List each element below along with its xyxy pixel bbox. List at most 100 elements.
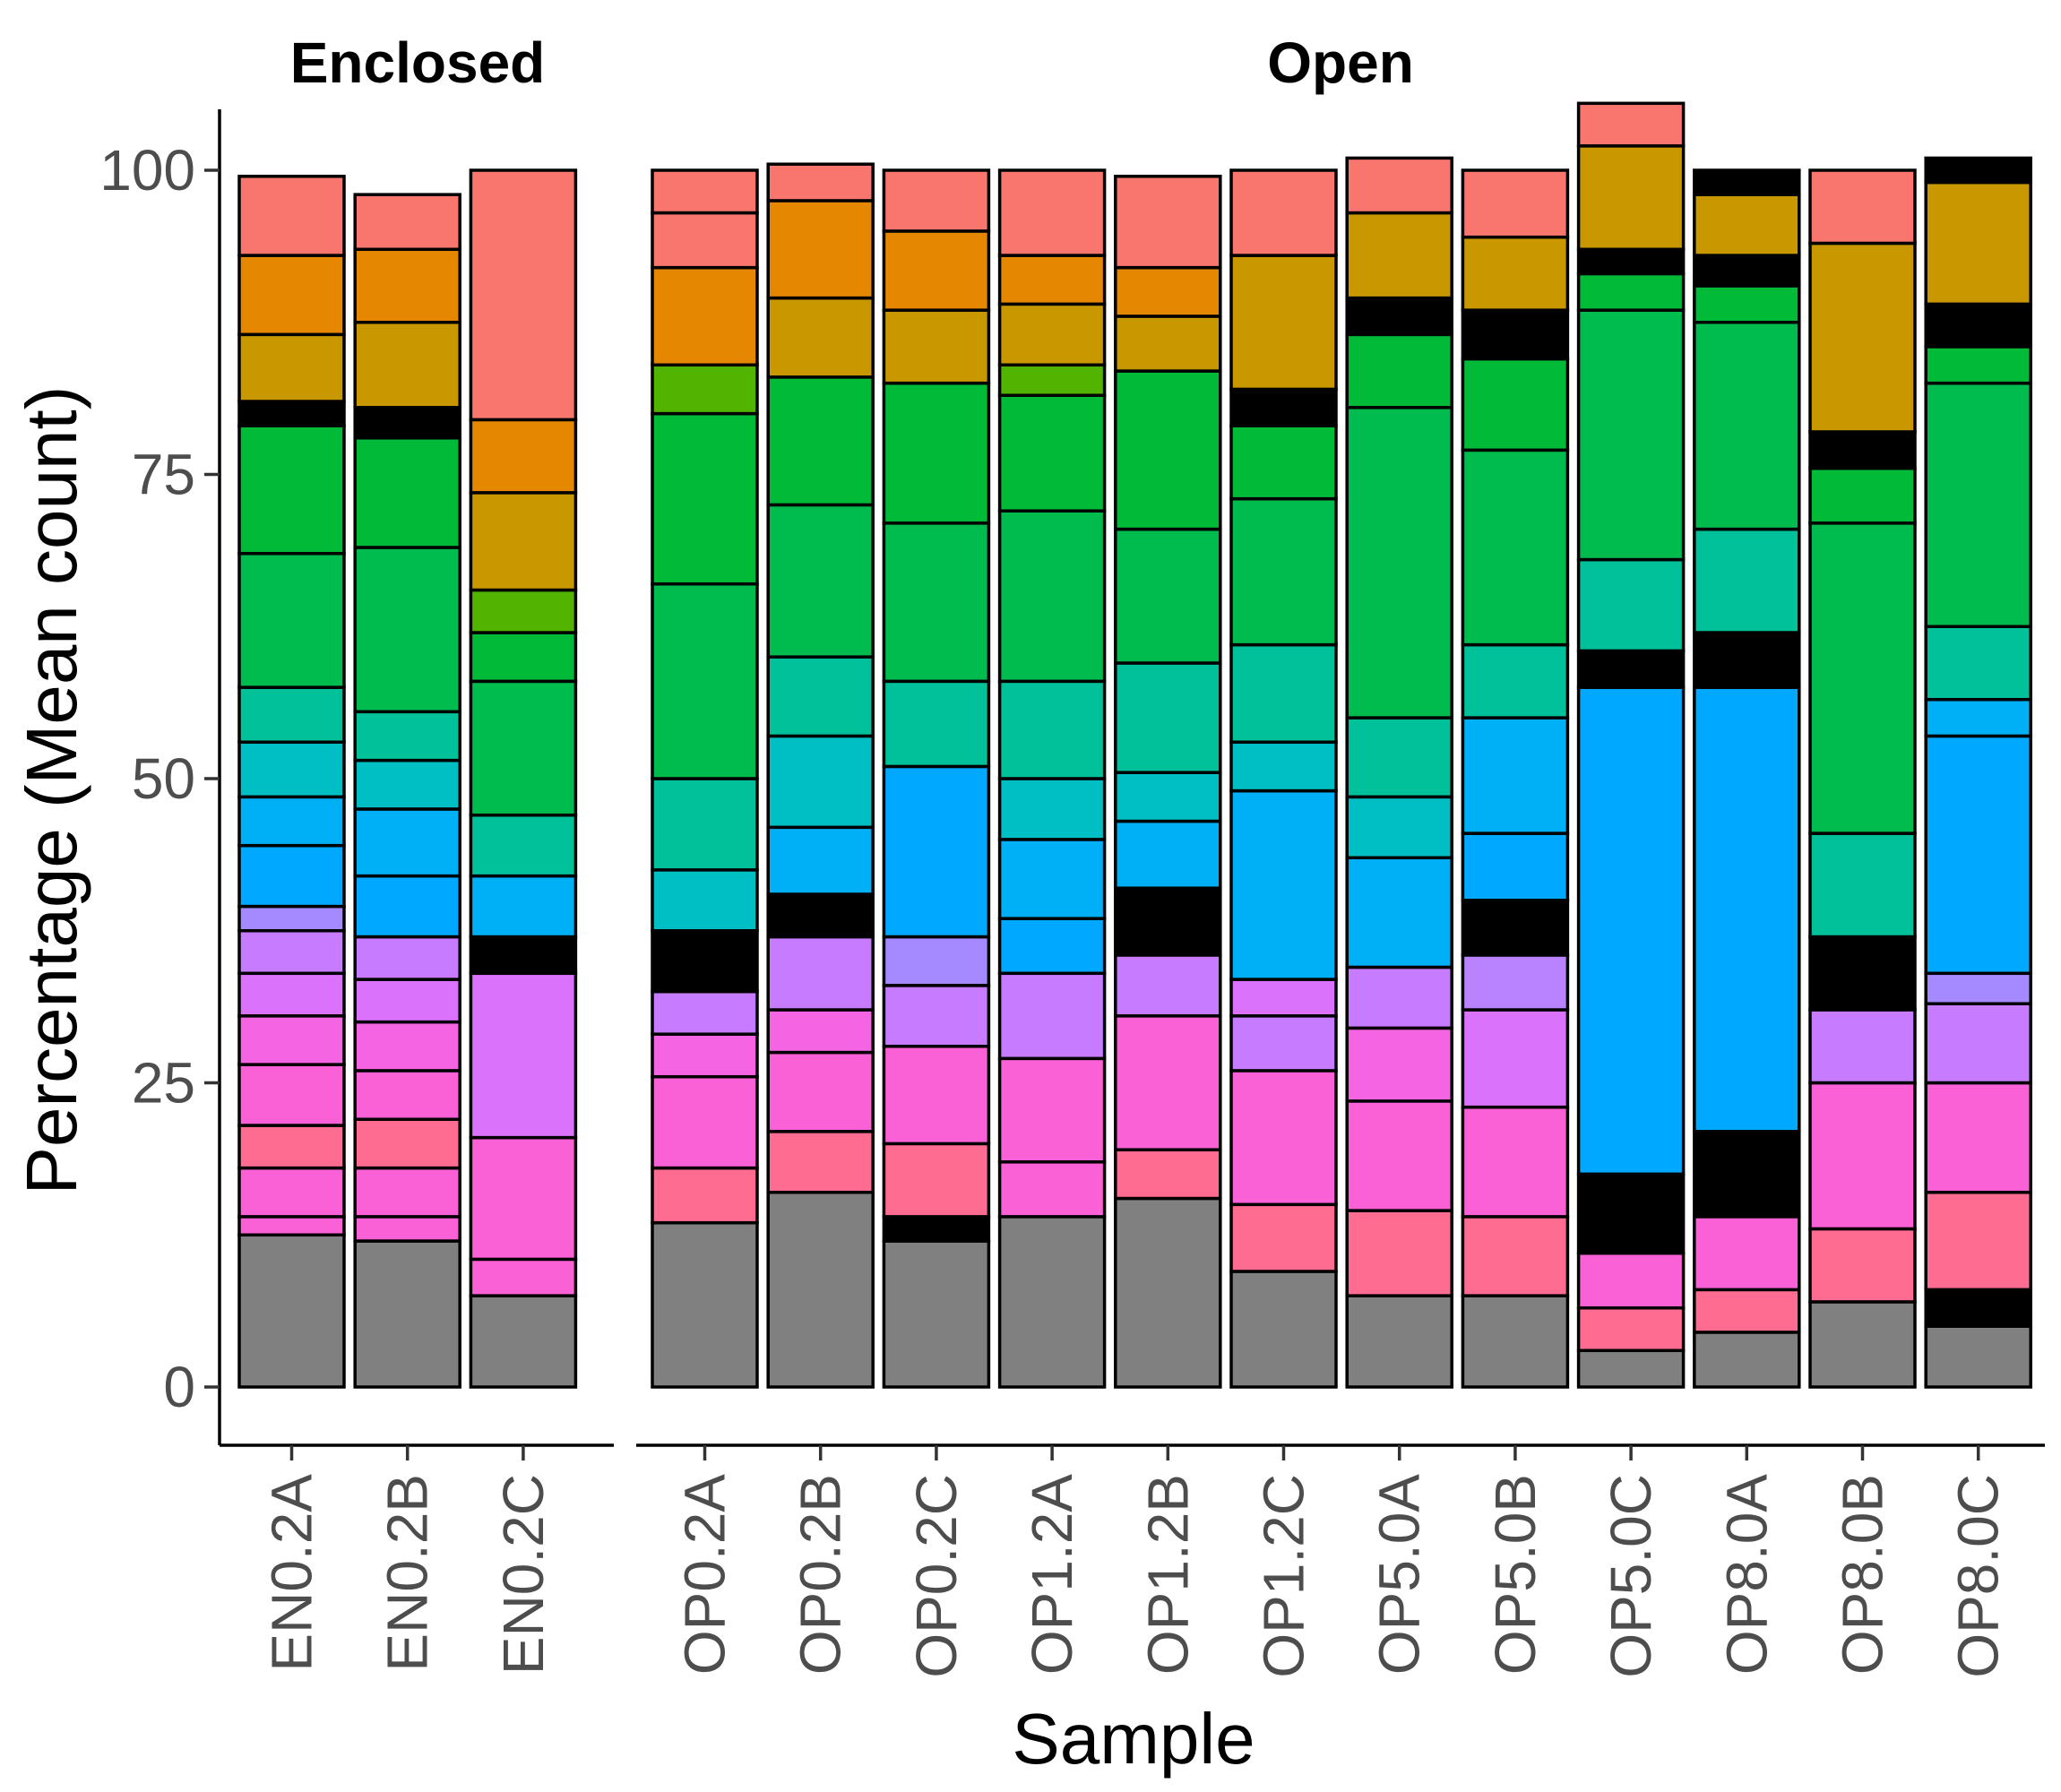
bar-segment [237,400,346,427]
bar-segment [1808,1227,1917,1304]
bar-segment [1693,193,1801,257]
bar-segment [1808,168,1917,246]
bar-segment [651,1032,759,1079]
bar-segment [1114,1148,1222,1201]
x-tick-label: OP1.2B [1135,1474,1200,1675]
bar-segment [1114,886,1222,957]
bar-segment [1576,247,1686,276]
bar-segment [1461,168,1570,239]
bar-segment [997,363,1107,397]
bar-segment [1808,1008,1917,1085]
bar-segment [1461,899,1570,957]
bar-OP8.0A [1693,168,1801,1389]
facet-panels: Enclosed Open [237,30,2032,1389]
bar-segment [1576,649,1686,689]
x-axis: EN0.2A EN0.2B EN0.2C OP0.2A OP0.2B OP0.2C OP1.… [220,1443,2045,1678]
bar-segment [1924,625,2032,702]
x-tick-label: OP8.0C [1946,1474,2011,1678]
bar-EN0.2C [469,168,578,1389]
bar-OP1.2C [1229,168,1338,1389]
bar-OP5.0B [1461,168,1570,1389]
bar-segment [651,363,759,416]
bar-segment [1461,642,1570,719]
bar-segment [1576,557,1686,653]
bar-segment [1345,406,1453,719]
bar-segment [1693,284,1801,324]
bar-segment [651,1166,759,1225]
bar-segment [882,308,991,385]
bar-segment [766,1050,875,1133]
x-tick-label: OP5.0A [1367,1474,1432,1675]
bar-segment [766,199,875,300]
bar-segment [997,393,1107,513]
bar-segment [1114,1014,1222,1151]
bar-segment [1924,1288,2032,1328]
x-axis-title: Sample [1012,1699,1255,1779]
bar-segment [353,1020,461,1073]
bar-segment [1114,771,1222,823]
bar-segment [469,935,578,976]
bar-segment [882,764,991,939]
bar-segment [997,254,1107,306]
facet-panel: Enclosed [237,30,578,1389]
bar-EN0.2A [237,175,346,1389]
bar-segment [651,1074,759,1170]
bar-OP5.0A [1345,156,1453,1389]
bar-segment [237,1063,346,1127]
x-tick-label: OP0.2C [904,1474,969,1678]
bar-segment [469,1294,578,1389]
bar-segment [1924,1081,2032,1194]
bar-segment [1229,978,1338,1018]
bar-segment [353,758,461,811]
bar-segment [1808,1081,1917,1231]
bar-segment [1345,211,1453,300]
bar-segment [353,436,461,549]
bar-segment [997,302,1107,367]
bar-segment [1924,381,2032,628]
bar-OP0.2B [766,162,875,1389]
bar-segment [1229,1270,1338,1389]
bar-segment [469,418,578,495]
bar-segment [353,546,461,714]
bar-segment [1345,1209,1453,1297]
bar-segment [1693,1215,1801,1292]
bar-segment [1576,101,1686,148]
bar-segment [469,874,578,939]
bar-segment [1114,661,1222,774]
bar-segment [997,1160,1107,1219]
bar-segment [353,247,461,324]
x-tick-label: OP1.2A [1020,1474,1084,1675]
bar-segment [651,411,759,586]
bar-segment [1576,308,1686,562]
bar-segment [353,935,461,981]
bar-segment [997,917,1107,976]
bar-segment [353,406,461,440]
bar-segment [1693,1288,1801,1334]
bar-segment [1461,235,1570,312]
bar-segment [1114,953,1222,1018]
bar-segment [1808,935,1917,1012]
bar-segment [1576,1305,1686,1353]
bar-segment [766,825,875,896]
facet-title: Enclosed [290,30,546,95]
bar-segment [237,685,346,745]
y-tick-label: 0 [163,1355,195,1419]
facet-panel: Open [651,30,2032,1389]
bar-segment [1808,1300,1917,1389]
bar-segment [237,1233,346,1389]
bar-segment [1229,1069,1338,1207]
bar-segment [1229,740,1338,793]
bar-segment [1924,734,2032,976]
bar-segment [651,868,759,933]
bar-segment [469,491,578,592]
bar-segment [1693,1331,1801,1389]
bar-segment [1229,642,1338,745]
bar-segment [766,162,875,202]
bar-segment [882,935,991,987]
bar-segment [237,332,346,403]
y-tick-label: 25 [132,1051,195,1116]
bar-segment [1576,1172,1686,1255]
bar-segment [1808,430,1917,470]
bar-segment [353,874,461,939]
